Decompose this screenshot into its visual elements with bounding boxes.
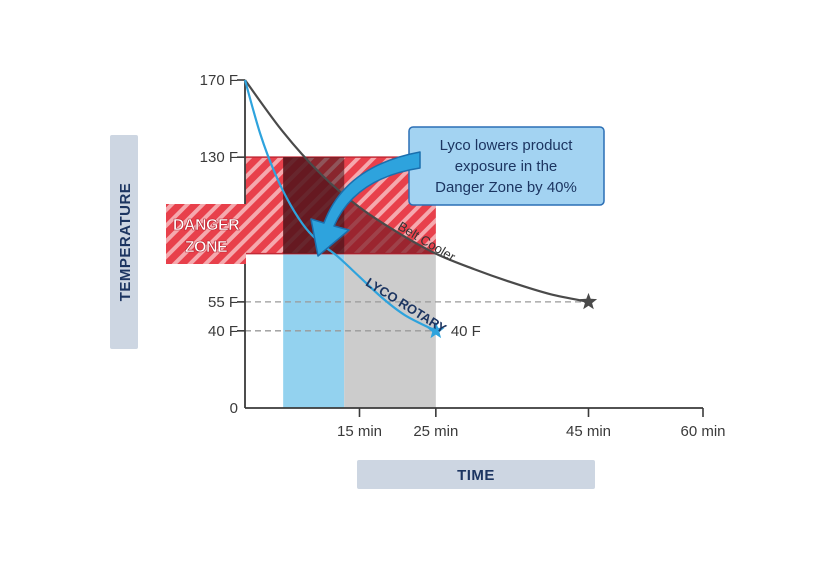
series-end-label-1: 40 F bbox=[451, 323, 481, 340]
danger-zone-label-line-0: DANGER bbox=[173, 217, 240, 234]
series-end-star-icon-0 bbox=[579, 292, 598, 310]
x-axis-label-panel: TIME bbox=[357, 460, 595, 489]
y-tick-label-1: 40 F bbox=[208, 323, 238, 340]
y-tick-label-5: 170 F bbox=[200, 72, 238, 89]
reference-lines bbox=[245, 301, 589, 332]
x-tick-label-1: 25 min bbox=[413, 423, 458, 440]
series-line-0 bbox=[244, 79, 589, 303]
callout-text-line-1: exposure in the bbox=[455, 158, 558, 175]
y-axis-label-panel: TEMPERATURE bbox=[110, 135, 138, 349]
callout: Lyco lowers product exposure in the Danger… bbox=[310, 126, 605, 257]
y-tick-label-0: 0 bbox=[230, 400, 238, 417]
callout-arrow-icon bbox=[310, 151, 421, 257]
series-end-star-icon-1 bbox=[427, 321, 445, 339]
danger-zone-label: DANGER ZONE bbox=[173, 217, 241, 257]
danger-zone-badge-box bbox=[166, 204, 246, 264]
danger-zone-badge: DANGER ZONE bbox=[166, 204, 246, 264]
y-axis-label: TEMPERATURE bbox=[117, 183, 134, 302]
x-axis-label: TIME bbox=[457, 467, 495, 484]
danger-zone-label-line-1: ZONE bbox=[185, 239, 228, 256]
x-tick-label-0: 15 min bbox=[337, 423, 382, 440]
callout-text: Lyco lowers product exposure in the Danger… bbox=[435, 137, 577, 196]
x-tick-label-3: 60 min bbox=[680, 423, 725, 440]
x-tick-label-2: 45 min bbox=[566, 423, 611, 440]
callout-text-line-0: Lyco lowers product bbox=[440, 137, 574, 154]
y-tick-label-2: 55 F bbox=[208, 294, 238, 311]
y-tick-label-4: 130 F bbox=[200, 149, 238, 166]
callout-text-line-2: Danger Zone by 40% bbox=[435, 179, 577, 196]
